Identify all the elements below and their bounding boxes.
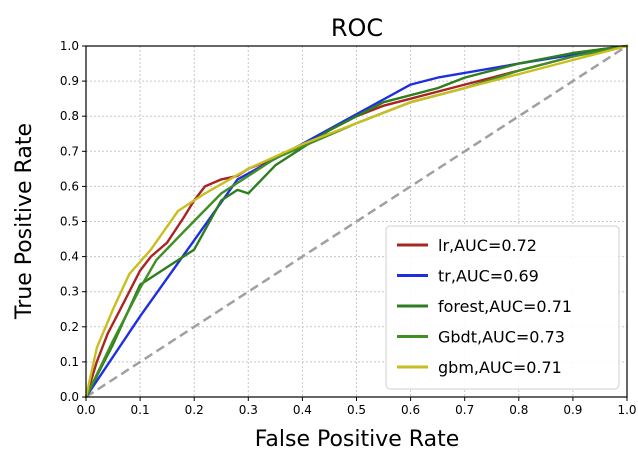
x-axis-title: False Positive Rate [255, 427, 459, 452]
y-tick-label: 0.4 [60, 250, 79, 264]
chance-line [85, 44, 628, 399]
y-ticks: 0.0 0.1 0.2 0.3 0.4 0.5 0.6 0.7 0.8 0.9 1.0 [60, 39, 86, 404]
x-tick-label: 0.4 [293, 403, 312, 417]
series-line-2 [84, 44, 629, 399]
x-ticks: 0.0 0.1 0.2 0.3 0.4 0.5 0.6 0.7 0.8 0.9 1.0 [76, 397, 637, 417]
y-axis-title: True Positive Rate [12, 123, 37, 320]
legend-label-3: Gbdt,AUC=0.73 [438, 328, 565, 347]
reference-diagonal [85, 44, 628, 399]
y-tick-label: 0.9 [60, 74, 79, 88]
legend-label-4: gbm,AUC=0.71 [438, 358, 562, 377]
legend-label-0: lr,AUC=0.72 [438, 236, 537, 255]
y-tick-label: 1.0 [60, 39, 79, 53]
chart-title: ROC [331, 14, 383, 42]
y-tick-label: 0.5 [60, 215, 79, 229]
x-tick-label: 0.9 [563, 403, 582, 417]
x-tick-label: 0.1 [131, 403, 150, 417]
legend-box [385, 225, 620, 390]
legend-label-1: tr,AUC=0.69 [438, 267, 539, 286]
x-tick-label: 0.7 [455, 403, 474, 417]
x-tick-label: 0.6 [401, 403, 420, 417]
x-tick-label: 1.0 [617, 403, 636, 417]
x-tick-label: 0.8 [509, 403, 528, 417]
x-tick-label: 0.3 [239, 403, 258, 417]
y-tick-label: 0.7 [60, 144, 79, 158]
y-tick-label: 0.3 [60, 285, 79, 299]
series-line-3 [84, 44, 629, 399]
series-line-4 [84, 44, 629, 399]
y-tick-label: 0.8 [60, 109, 79, 123]
y-tick-label: 0.2 [60, 320, 79, 334]
legend-label-2: forest,AUC=0.71 [438, 297, 572, 316]
x-tick-label: 0.2 [185, 403, 204, 417]
x-tick-label: 0.5 [347, 403, 366, 417]
y-tick-label: 0.6 [60, 179, 79, 193]
y-tick-label: 0.1 [60, 355, 79, 369]
x-tick-label: 0.0 [76, 403, 95, 417]
legend: lr,AUC=0.72 tr,AUC=0.69 forest,AUC=0.71 Gbd… [385, 225, 620, 390]
series-lines [84, 44, 629, 399]
y-tick-label: 0.0 [60, 390, 79, 404]
